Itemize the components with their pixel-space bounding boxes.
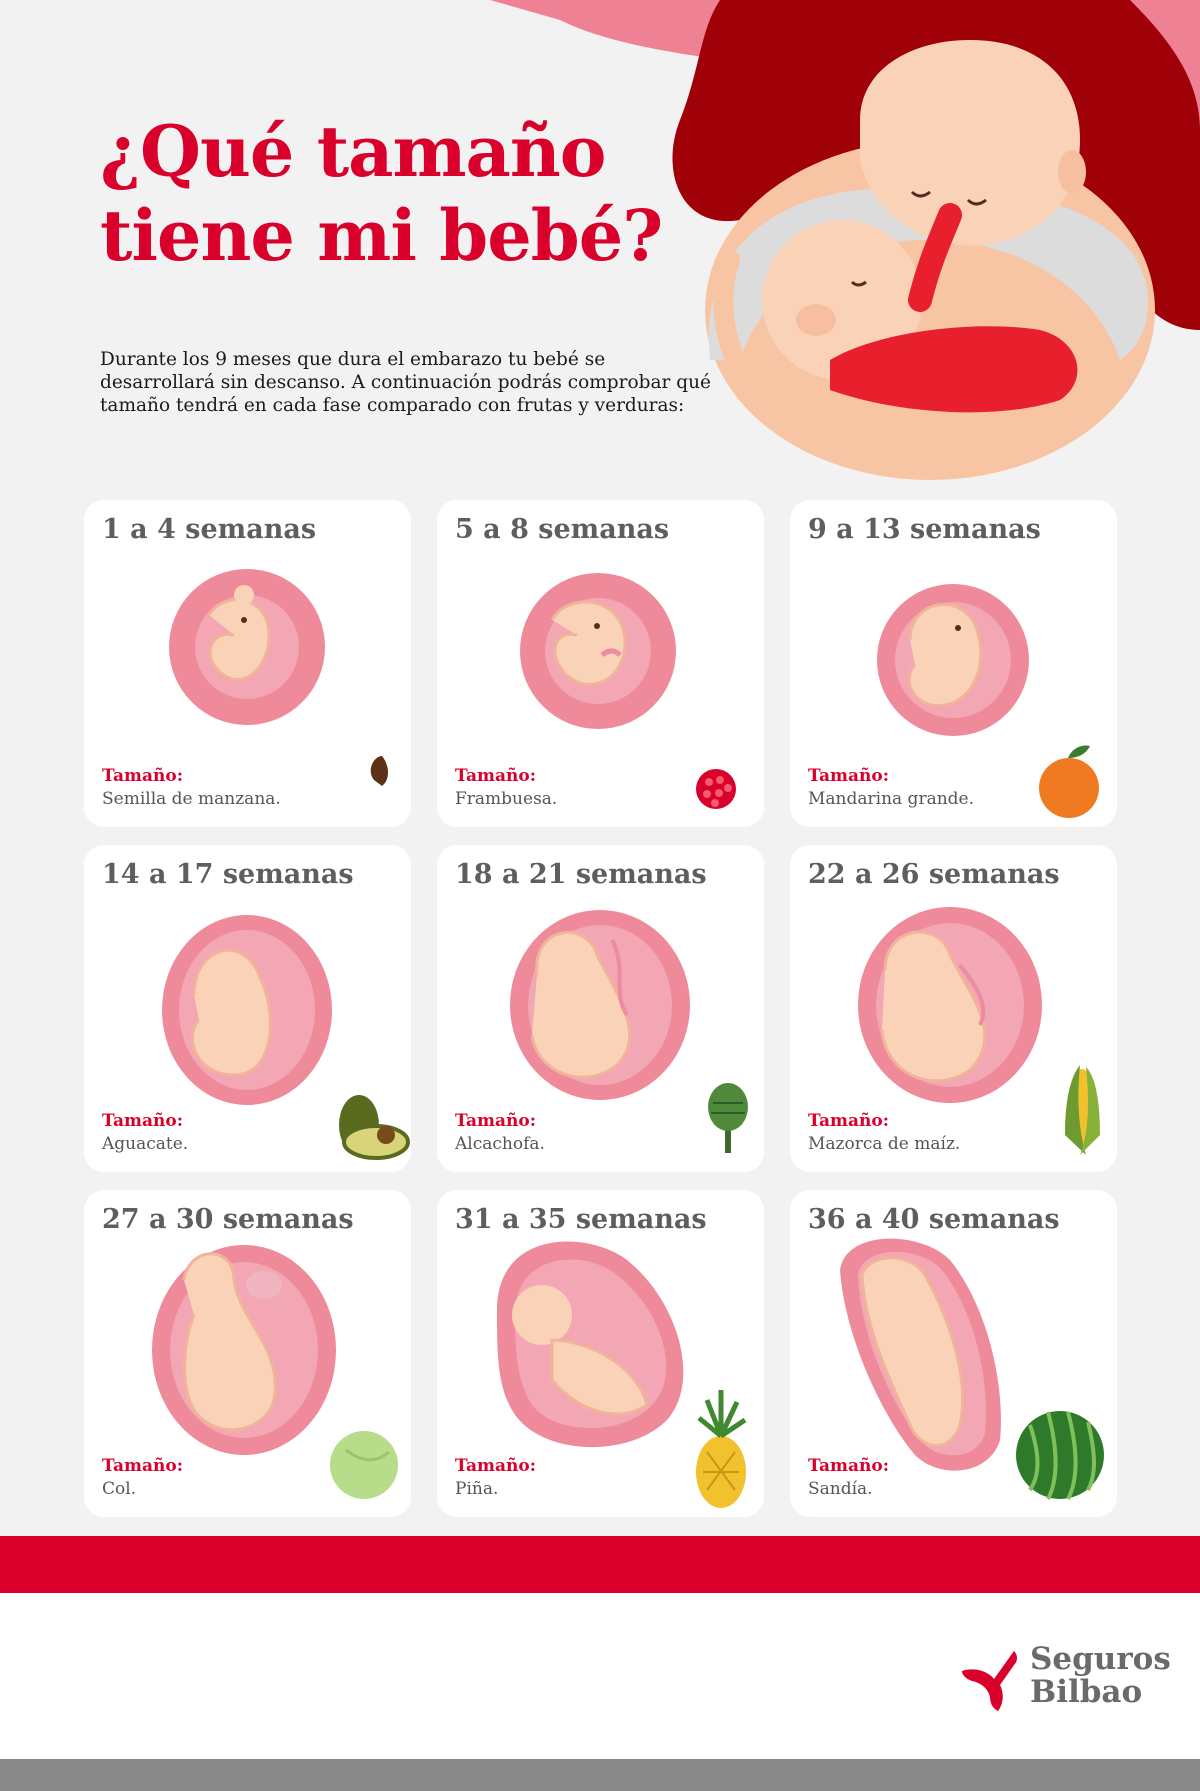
- size-value: Alcachofa.: [455, 1134, 545, 1154]
- stage-weeks: 36 a 40 semanas: [808, 1204, 1060, 1235]
- stage-card: 5 a 8 semanas Tamaño: Frambuesa.: [437, 500, 764, 827]
- brand-logo: Seguros Bilbao: [958, 1643, 1171, 1713]
- embryo-illustration: [169, 569, 388, 786]
- stage-weeks: 27 a 30 semanas: [102, 1204, 354, 1235]
- size-value: Col.: [102, 1479, 137, 1499]
- stage-weeks: 5 a 8 semanas: [455, 514, 670, 545]
- size-label: Tamaño:: [808, 1111, 890, 1131]
- tangerine-icon: [1039, 745, 1099, 818]
- brand-name: Seguros Bilbao: [1030, 1643, 1171, 1709]
- intro-line: tamaño tendrá en cada fase comparado con…: [100, 395, 685, 416]
- stage-weeks: 14 a 17 semanas: [102, 859, 354, 890]
- accent-band: [0, 1536, 1200, 1593]
- size-label: Tamaño:: [808, 766, 890, 786]
- stage-weeks: 22 a 26 semanas: [808, 859, 1060, 890]
- avocado-icon: [339, 1095, 410, 1160]
- size-value: Mazorca de maíz.: [808, 1134, 961, 1154]
- stage-weeks: 9 a 13 semanas: [808, 514, 1041, 545]
- size-label: Tamaño:: [455, 1456, 537, 1476]
- size-value: Semilla de manzana.: [102, 789, 281, 809]
- mother-baby-illustration: [490, 0, 1200, 480]
- stage-card: 36 a 40 semanas Tamaño: Sandía.: [790, 1190, 1117, 1517]
- size-label: Tamaño:: [455, 1111, 537, 1131]
- title-line: tiene mi bebé?: [100, 194, 663, 277]
- stage-weeks: 18 a 21 semanas: [455, 859, 707, 890]
- stage-card: 1 a 4 semanas Tamaño: Semilla de manzana…: [84, 500, 411, 827]
- brand-mark-icon: [962, 1651, 1017, 1711]
- bottom-band: [0, 1759, 1200, 1791]
- size-label: Tamaño:: [808, 1456, 890, 1476]
- size-value: Piña.: [455, 1479, 499, 1499]
- pineapple-icon: [696, 1390, 747, 1508]
- size-label: Tamaño:: [455, 766, 537, 786]
- title-line: ¿Qué tamaño: [100, 110, 607, 193]
- raspberry-icon: [696, 769, 736, 809]
- corn-icon: [1065, 1065, 1100, 1155]
- intro-paragraph: Durante los 9 meses que dura el embarazo…: [100, 348, 711, 417]
- size-value: Sandía.: [808, 1479, 873, 1499]
- watermelon-icon: [1016, 1411, 1104, 1500]
- brand-line: Bilbao: [1030, 1674, 1143, 1710]
- fetus-illustration: [497, 1241, 747, 1508]
- size-value: Mandarina grande.: [808, 789, 974, 809]
- stage-weeks: 1 a 4 semanas: [102, 514, 317, 545]
- stage-card: 27 a 30 semanas Tamaño: Col.: [84, 1190, 411, 1517]
- size-label: Tamaño:: [102, 1456, 184, 1476]
- page-title: ¿Qué tamaño tiene mi bebé?: [100, 110, 663, 278]
- fetus-illustration: [840, 1238, 1104, 1500]
- stage-card: 18 a 21 semanas Tamaño: Alcachofa.: [437, 845, 764, 1172]
- embryo-illustration: [520, 573, 736, 809]
- cabbage-icon: [330, 1431, 398, 1499]
- stage-card: 31 a 35 semanas Tamaño: Piña.: [437, 1190, 764, 1517]
- size-value: Aguacate.: [102, 1134, 189, 1154]
- fetus-illustration: [858, 907, 1100, 1155]
- fetus-illustration: [162, 915, 410, 1160]
- fetus-illustration: [510, 910, 748, 1153]
- apple-seed-icon: [370, 756, 388, 786]
- intro-line: Durante los 9 meses que dura el embarazo…: [100, 349, 606, 370]
- stage-card: 22 a 26 semanas Tamaño: Mazorca de maíz.: [790, 845, 1117, 1172]
- stage-card: 9 a 13 semanas Tamaño: Mandarina grande.: [790, 500, 1117, 827]
- size-label: Tamaño:: [102, 1111, 184, 1131]
- fetus-illustration: [877, 584, 1099, 818]
- brand-line: Seguros: [1030, 1641, 1171, 1677]
- size-label: Tamaño:: [102, 766, 184, 786]
- stage-weeks: 31 a 35 semanas: [455, 1204, 707, 1235]
- stage-card: 14 a 17 semanas Tamaño: Aguacate.: [84, 845, 411, 1172]
- fetus-illustration: [152, 1245, 398, 1499]
- artichoke-icon: [708, 1083, 748, 1153]
- intro-line: desarrollará sin descanso. A continuació…: [100, 372, 711, 393]
- size-value: Frambuesa.: [455, 789, 558, 809]
